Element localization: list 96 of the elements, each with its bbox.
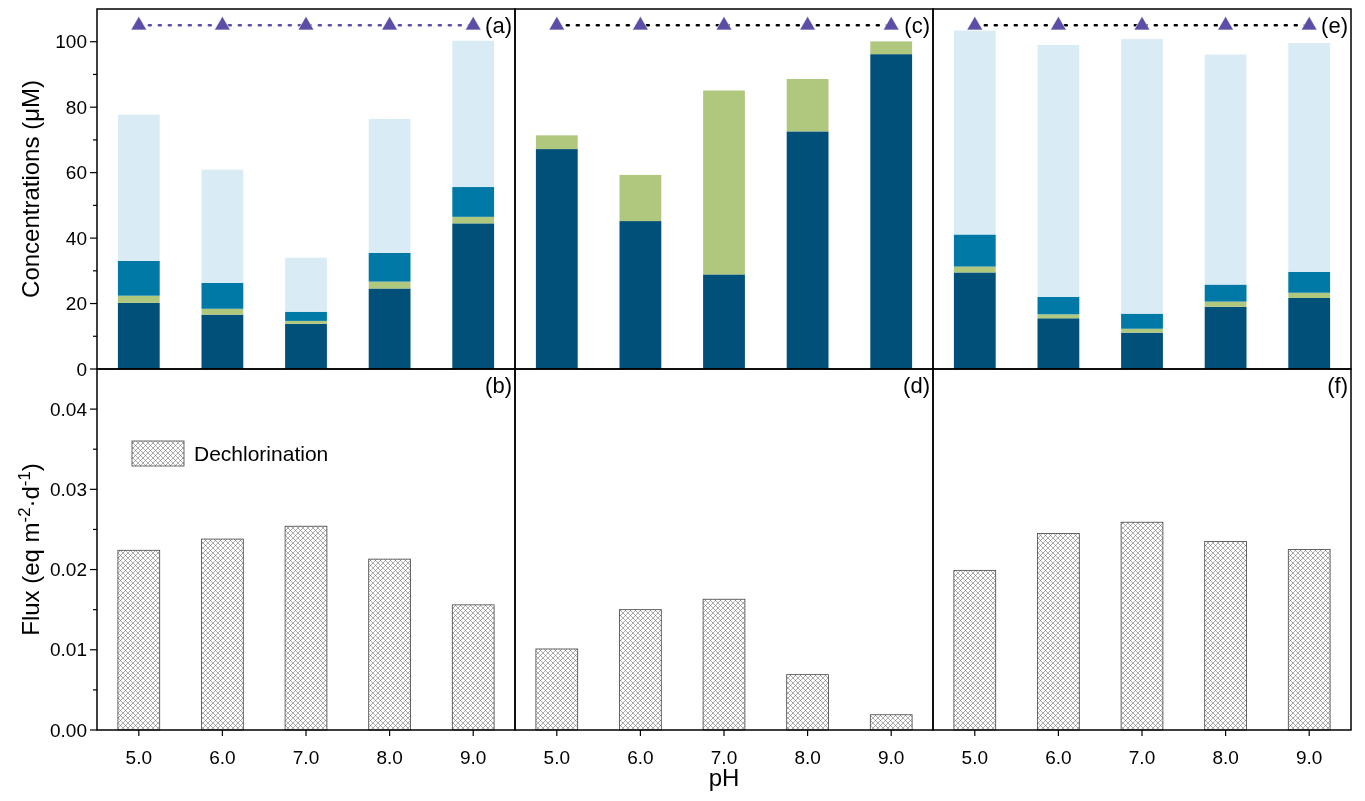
bar [619,174,662,222]
bar [870,54,913,369]
bar [619,221,662,369]
x-tick-label: 8.0 [1212,747,1239,768]
bar [201,314,244,369]
bar [1204,306,1247,369]
y-tick-label: 0.04 [50,398,88,420]
bar [1287,549,1331,731]
bar [1037,314,1080,319]
bar [117,302,160,369]
bar [201,538,244,731]
bar [1037,318,1080,369]
bar [117,114,160,261]
bar [1204,54,1247,285]
bar [368,252,411,282]
x-tick-label: 6.0 [1045,747,1072,768]
bar [1121,332,1163,369]
y-tick-label: 0.01 [50,639,87,661]
bar [1120,521,1164,731]
bar [368,118,411,253]
y-tick-label: 80 [65,96,87,118]
x-tick-label: 5.0 [543,747,571,768]
x-tick-label: 8.0 [376,747,403,768]
annotation: (f) [1327,373,1348,398]
bar [285,323,327,369]
bar [953,569,997,731]
bar [786,131,829,369]
bar [535,149,578,369]
bar [786,674,829,731]
legend-label: Dechlorination [194,442,329,466]
bar [1204,541,1247,731]
bar [451,604,495,731]
bar [284,525,328,731]
annotation: (b) [485,373,512,398]
x-tick-label: 7.0 [292,747,320,768]
x-tick-label: 9.0 [459,747,487,768]
bar [285,257,327,312]
annotation: (a) [485,13,512,38]
bar [1037,533,1080,731]
bar [285,320,327,324]
bar [1288,292,1331,298]
y-axis-title: Concentrations (μM) [17,80,44,298]
bar [703,274,745,369]
bar [619,609,662,731]
bar [1121,39,1163,314]
y-tick-label: 0.00 [50,719,87,741]
bar [703,90,745,275]
bar [117,295,160,303]
annotation: (e) [1321,13,1348,38]
bar [452,223,495,369]
bar [1121,313,1163,329]
bar [953,30,996,235]
bar [535,135,578,150]
bar [452,216,495,224]
bar [535,648,579,731]
bar [201,282,244,309]
bar [368,288,411,369]
annotation: (d) [903,373,930,398]
x-tick-label: 5.0 [961,747,989,768]
bar [1288,297,1331,369]
bar [452,40,495,188]
bar [702,598,746,731]
y-tick-label: 40 [65,227,87,249]
y-tick-label: 0.03 [50,478,87,500]
annotation: (c) [904,13,930,38]
bar [201,308,244,315]
bar [1204,284,1247,302]
bar [1037,297,1080,315]
bar [1037,45,1080,297]
bar [786,79,829,132]
bar [953,272,996,369]
bar [953,234,996,267]
bar [1288,271,1331,293]
bar [117,549,161,731]
bar [368,558,411,731]
y-tick-label: 20 [65,293,87,315]
x-tick-label: 9.0 [877,747,905,768]
bar [870,41,913,55]
bar [452,187,495,217]
x-tick-label: 8.0 [794,747,821,768]
bar [117,261,160,296]
bar [1288,43,1331,272]
y-tick-label: 0.02 [50,559,87,581]
x-tick-label: 6.0 [209,747,236,768]
bar [1204,301,1247,307]
y-tick-label: 100 [55,31,87,53]
bar [201,169,244,283]
x-tick-label: 5.0 [125,747,153,768]
bar [1121,328,1163,333]
x-tick-label: 6.0 [627,747,654,768]
x-tick-label: 7.0 [1128,747,1156,768]
y-tick-label: 60 [65,162,87,184]
bar [869,714,913,731]
x-tick-label: 9.0 [1295,747,1323,768]
y-tick-label: 0 [76,358,87,380]
bar [285,311,327,321]
